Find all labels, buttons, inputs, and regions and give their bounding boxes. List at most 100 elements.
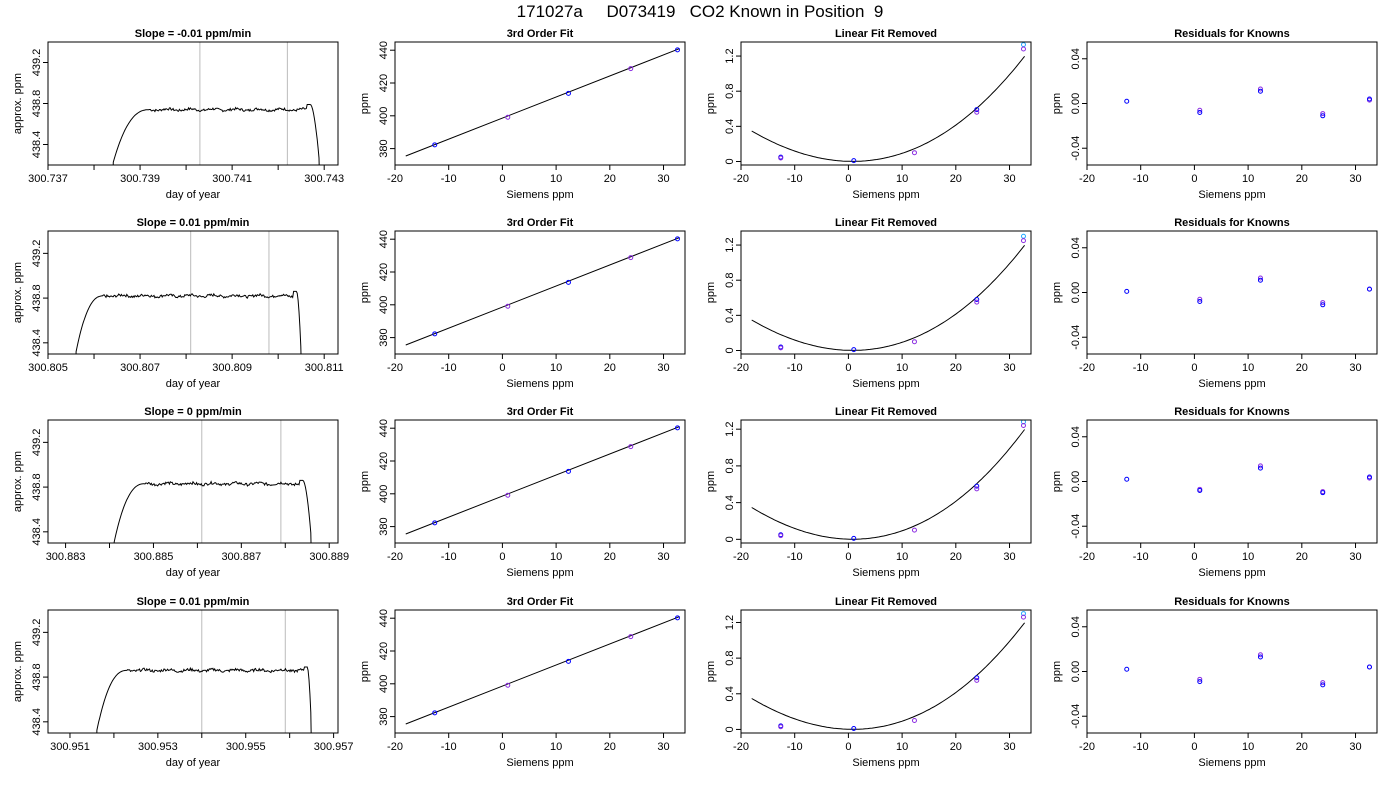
x-tick-label: 0: [499, 173, 505, 185]
x-tick-label: 30: [1349, 362, 1361, 374]
y-tick-label: 0.8: [724, 84, 736, 99]
x-axis-label: Siemens ppm: [506, 757, 573, 769]
x-tick-label: 30: [1003, 551, 1015, 563]
plot-area: [1124, 275, 1372, 308]
x-tick-label: 20: [604, 741, 616, 753]
x-tick-label: -10: [1133, 551, 1149, 563]
x-tick-label: 300.739: [120, 173, 160, 185]
plot-frame: [740, 419, 1032, 544]
panel-r3-c2: 3rd Order Fit -20 -10 0 10 20 30 380 400 420 440 Si…: [359, 406, 686, 579]
y-tick-label: 0.8: [724, 650, 736, 665]
data-point: [851, 535, 857, 541]
page-title: 171027a D073419 CO2 Known in Position 9: [516, 2, 884, 21]
y-tick-label: 439.2: [31, 240, 43, 268]
plot-frame: [394, 41, 686, 166]
x-tick-label: 0: [1191, 551, 1197, 563]
x-tick-label: 20: [950, 362, 962, 374]
panel-title: Residuals for Knowns: [1174, 28, 1290, 40]
y-tick-label: 380: [378, 517, 390, 535]
panel-title: Linear Fit Removed: [835, 406, 937, 418]
concentration-trace: [75, 290, 302, 354]
x-tick-label: 300.809: [212, 362, 252, 374]
data-point: [911, 339, 917, 345]
plot-area: [405, 236, 680, 346]
x-tick-label: 300.743: [304, 173, 344, 185]
y-tick-label: 420: [378, 263, 390, 281]
x-tick-label: 20: [604, 551, 616, 563]
panel-title: 3rd Order Fit: [507, 596, 574, 608]
y-tick-label: 400: [378, 296, 390, 314]
x-tick-label: -20: [387, 173, 403, 185]
plot-frame: [47, 230, 339, 355]
plot-area: [112, 42, 320, 165]
y-tick-label: 0.4: [724, 495, 736, 510]
x-tick-label: 30: [1349, 551, 1361, 563]
plot-frame: [1086, 609, 1378, 734]
x-axis-label: Siemens ppm: [1198, 757, 1265, 769]
x-tick-label: 0: [499, 551, 505, 563]
y-tick-label: 0.00: [1070, 282, 1082, 303]
plot-area: [751, 42, 1026, 164]
y-tick-label: 438.8: [31, 284, 43, 312]
x-tick-label: -20: [387, 741, 403, 753]
fit-curve: [405, 237, 680, 346]
plot-frame: [47, 41, 339, 166]
data-point: [974, 297, 980, 303]
y-tick-label: 400: [378, 107, 390, 125]
plot-frame: [1086, 230, 1378, 355]
panel-r2-c1: Slope = 0.01 ppm/min 300.805 300.807 300.80…: [12, 217, 344, 390]
x-tick-label: 300.805: [28, 362, 68, 374]
x-tick-label: -10: [1133, 362, 1149, 374]
concentration-trace: [96, 666, 312, 733]
plot-frame: [47, 609, 339, 734]
panel-r1-c1: Slope = -0.01 ppm/min 300.737 300.739 300.7…: [12, 28, 344, 201]
y-axis-label: approx. ppm: [12, 262, 24, 323]
data-point: [1124, 666, 1130, 672]
x-tick-label: 20: [1296, 741, 1308, 753]
x-tick-label: 20: [604, 362, 616, 374]
fit-curve: [405, 426, 680, 535]
x-tick-label: 20: [950, 173, 962, 185]
panel-r3-c3: Linear Fit Removed -20 -10 0 10 20 30 0 0.4 0.8 1.…: [705, 406, 1032, 579]
data-point: [1257, 652, 1263, 658]
panel-r4-c1: Slope = 0.01 ppm/min 300.951 300.953 300.95…: [12, 596, 353, 769]
y-axis-label: ppm: [1051, 471, 1063, 492]
plot-area: [751, 420, 1026, 541]
x-tick-label: 300.811: [305, 362, 344, 374]
y-tick-label: 400: [378, 485, 390, 503]
data-point: [851, 726, 857, 732]
x-tick-label: 300.957: [314, 741, 354, 753]
x-tick-label: -10: [1133, 741, 1149, 753]
data-point: [1124, 476, 1130, 482]
x-axis-label: day of year: [166, 378, 221, 390]
data-point: [628, 255, 634, 261]
x-tick-label: 10: [550, 741, 562, 753]
plot-frame: [740, 230, 1032, 355]
y-tick-label: 438.8: [31, 90, 43, 118]
x-tick-label: 10: [896, 173, 908, 185]
x-tick-label: 300.807: [120, 362, 160, 374]
panel-r3-c1: Slope = 0 ppm/min 300.883 300.885 300.887 30…: [12, 406, 349, 579]
panel-title: 3rd Order Fit: [507, 28, 574, 40]
data-point: [1320, 682, 1326, 688]
y-tick-label: -0.04: [1070, 514, 1082, 539]
x-tick-label: 10: [1242, 362, 1254, 374]
x-tick-label: -20: [1079, 741, 1095, 753]
panel-title: 3rd Order Fit: [507, 406, 574, 418]
y-tick-label: 0: [724, 536, 736, 542]
x-tick-label: 30: [1003, 741, 1015, 753]
data-point: [565, 279, 571, 285]
data-point: [1257, 88, 1263, 94]
y-axis-label: ppm: [705, 471, 717, 492]
x-tick-label: 30: [1349, 173, 1361, 185]
y-tick-label: 439.2: [31, 49, 43, 77]
data-point: [628, 66, 634, 72]
x-axis-label: Siemens ppm: [852, 378, 919, 390]
x-tick-label: 0: [845, 741, 851, 753]
data-point: [974, 483, 980, 489]
y-tick-label: 0.4: [724, 686, 736, 701]
data-point: [1320, 300, 1326, 306]
panel-r2-c3: Linear Fit Removed -20 -10 0 10 20 30 0 0.4 0.8 1.…: [705, 217, 1032, 390]
x-axis-label: Siemens ppm: [852, 189, 919, 201]
